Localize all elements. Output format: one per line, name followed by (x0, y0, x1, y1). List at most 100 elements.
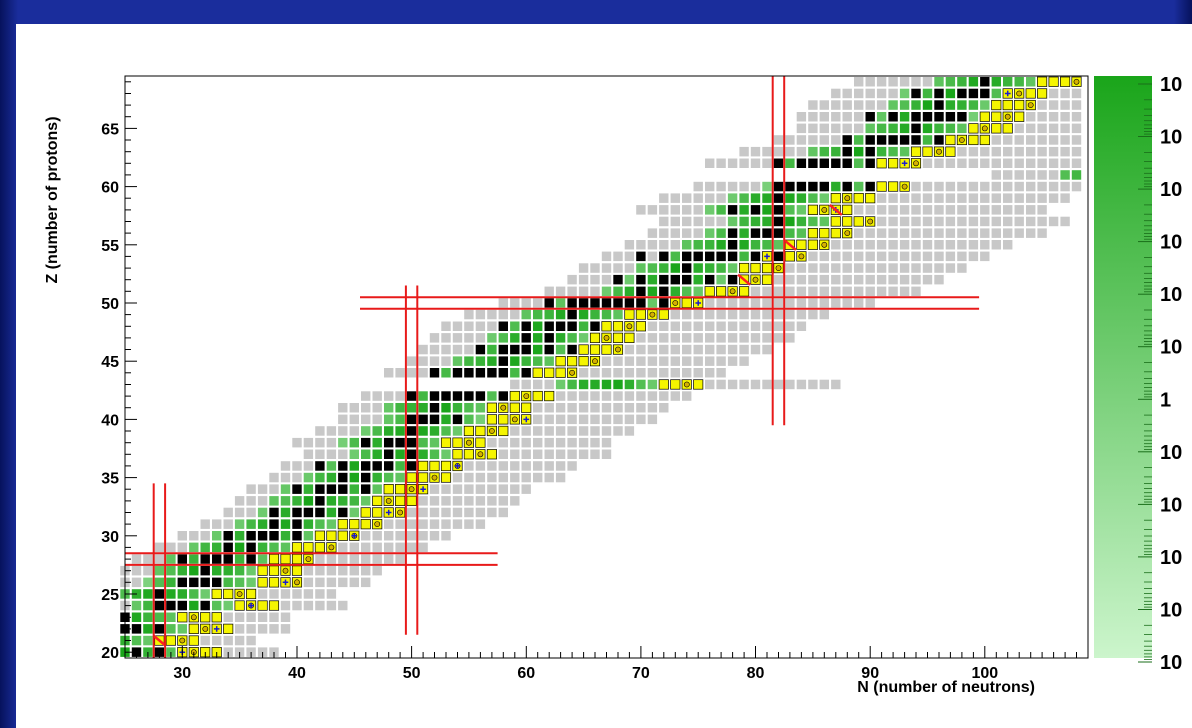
cell-unknown (487, 472, 497, 483)
cell-green (762, 181, 772, 192)
cell-measured (268, 553, 280, 565)
cell-unknown (1048, 158, 1059, 168)
cell-unknown (280, 461, 291, 471)
cell-green (223, 577, 233, 588)
cell-unknown (498, 449, 508, 459)
cell-unknown (418, 344, 428, 355)
cell-unknown (727, 356, 738, 366)
cell-unknown (647, 251, 658, 262)
cell-circle-marker (981, 125, 988, 132)
cell-green (922, 123, 933, 134)
cell-unknown (1060, 112, 1070, 122)
cell-measured (475, 425, 486, 437)
cell-unknown (533, 426, 543, 436)
cell-unknown (957, 193, 967, 203)
cell-unknown (315, 449, 325, 459)
cell-green (315, 519, 325, 529)
cell-measured (223, 588, 234, 600)
cell-measured (670, 379, 681, 390)
cell-green (647, 274, 658, 285)
cell-unknown (980, 251, 990, 262)
cell-circle-marker (798, 253, 805, 260)
cell-unknown (475, 519, 486, 529)
cell-unknown (808, 286, 818, 297)
cell-green (1003, 77, 1013, 87)
cell-stable (727, 205, 738, 215)
cell-unknown (1071, 158, 1082, 168)
cell-unknown (682, 193, 692, 203)
cell-unknown (785, 309, 795, 320)
cell-unknown (1048, 193, 1059, 203)
cell-unknown (773, 146, 784, 157)
cell-unknown (533, 414, 543, 425)
cell-measured (1060, 76, 1071, 87)
cell-circle-marker (294, 579, 300, 586)
cell-stable (613, 274, 623, 285)
cell-unknown (716, 321, 726, 331)
cell-unknown (452, 507, 463, 518)
cell-green (762, 216, 772, 227)
cell-stable (338, 484, 348, 494)
cell-unknown (796, 274, 807, 285)
cell-stable (475, 391, 486, 401)
cell-unknown (842, 123, 852, 134)
cell-unknown (200, 519, 210, 529)
cell-unknown (705, 356, 715, 366)
cell-unknown (280, 472, 291, 483)
cell-unknown (441, 531, 451, 541)
cell-green (372, 449, 382, 459)
colorbar-label: 10 (1160, 442, 1182, 464)
cell-stable (567, 298, 577, 308)
cell-measured (463, 425, 474, 437)
cell-unknown (498, 472, 508, 483)
cell-green (590, 379, 600, 390)
cell-stable (361, 484, 371, 494)
cell-unknown (578, 414, 589, 425)
cell-stable (980, 77, 990, 87)
cell-unknown (876, 77, 887, 87)
cell-unknown (739, 309, 749, 320)
cell-stable (200, 577, 210, 588)
cell-unknown (968, 146, 979, 157)
cell-measured (612, 321, 624, 332)
cell-unknown (842, 240, 852, 250)
cell-measured (842, 216, 853, 227)
cell-unknown (854, 77, 864, 87)
cell-unknown (544, 286, 554, 297)
cell-unknown (945, 240, 956, 250)
cell-unknown (269, 624, 279, 634)
cell-stable (521, 368, 531, 378)
cell-stable (292, 531, 302, 541)
cell-unknown (750, 286, 761, 297)
cell-stable (326, 484, 337, 494)
cell-stable (200, 554, 210, 564)
cell-measured (1037, 76, 1048, 87)
cell-green (647, 298, 658, 308)
cell-measured (658, 309, 669, 320)
cell-green (750, 216, 761, 227)
cell-green (372, 437, 382, 448)
cell-measured (567, 356, 578, 367)
cell-green (555, 344, 566, 355)
cell-circle-marker (488, 428, 495, 434)
cell-unknown (876, 193, 887, 203)
cell-measured (544, 390, 555, 402)
cell-green (303, 496, 314, 506)
cell-unknown (682, 205, 692, 215)
cell-green (739, 205, 749, 215)
cell-unknown (303, 565, 314, 576)
cell-unknown (533, 472, 543, 483)
cell-green (441, 414, 451, 425)
cell-green (234, 519, 245, 529)
cell-unknown (670, 240, 680, 250)
cell-stable (934, 135, 944, 145)
cell-green (682, 286, 692, 297)
cell-circle-marker (465, 439, 472, 446)
cell-measured (888, 158, 899, 169)
cell-unknown (968, 216, 979, 227)
colorbar-label: 10 (1160, 179, 1182, 201)
cell-green (246, 519, 256, 529)
cell-measured (223, 623, 234, 634)
cell-unknown (601, 356, 612, 366)
